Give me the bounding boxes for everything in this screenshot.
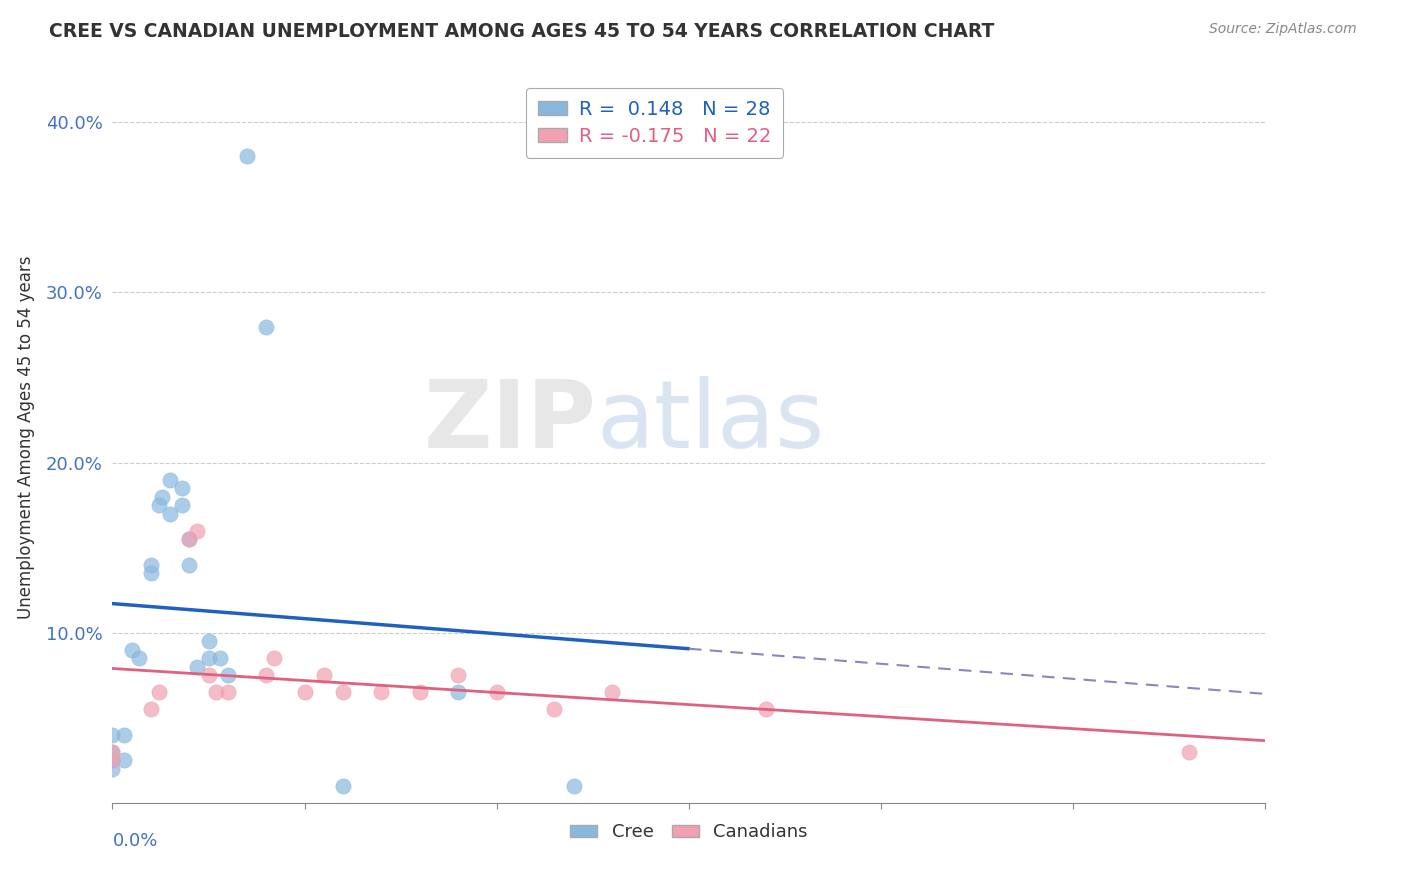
- Point: [409, 685, 432, 699]
- Point: [217, 685, 239, 699]
- Point: [148, 498, 170, 512]
- Point: [562, 779, 585, 793]
- Point: [179, 532, 201, 546]
- Point: [1177, 745, 1199, 759]
- Point: [179, 532, 201, 546]
- Point: [447, 685, 470, 699]
- Point: [332, 779, 354, 793]
- Text: ZIP: ZIP: [423, 376, 596, 468]
- Point: [447, 668, 470, 682]
- Point: [101, 762, 124, 776]
- Point: [139, 566, 162, 581]
- Point: [112, 728, 135, 742]
- Point: [294, 685, 316, 699]
- Point: [236, 149, 259, 163]
- Point: [254, 319, 277, 334]
- Y-axis label: Unemployment Among Ages 45 to 54 years: Unemployment Among Ages 45 to 54 years: [17, 255, 35, 619]
- Point: [101, 745, 124, 759]
- Point: [197, 634, 219, 648]
- Point: [197, 651, 219, 665]
- Point: [112, 753, 135, 767]
- Point: [600, 685, 623, 699]
- Point: [101, 745, 124, 759]
- Point: [101, 753, 124, 767]
- Point: [170, 481, 193, 495]
- Point: [139, 558, 162, 572]
- Legend: Cree, Canadians: Cree, Canadians: [562, 816, 815, 848]
- Point: [101, 753, 124, 767]
- Point: [543, 702, 565, 716]
- Point: [332, 685, 354, 699]
- Point: [755, 702, 778, 716]
- Point: [217, 668, 239, 682]
- Point: [254, 668, 277, 682]
- Point: [159, 473, 181, 487]
- Point: [209, 651, 232, 665]
- Text: Source: ZipAtlas.com: Source: ZipAtlas.com: [1209, 22, 1357, 37]
- Text: atlas: atlas: [596, 376, 825, 468]
- Point: [128, 651, 150, 665]
- Point: [159, 507, 181, 521]
- Point: [179, 558, 201, 572]
- Point: [485, 685, 508, 699]
- Point: [263, 651, 285, 665]
- Point: [101, 728, 124, 742]
- Point: [139, 702, 162, 716]
- Point: [370, 685, 392, 699]
- Point: [312, 668, 335, 682]
- Text: CREE VS CANADIAN UNEMPLOYMENT AMONG AGES 45 TO 54 YEARS CORRELATION CHART: CREE VS CANADIAN UNEMPLOYMENT AMONG AGES…: [49, 22, 994, 41]
- Point: [186, 524, 208, 538]
- Point: [197, 668, 219, 682]
- Point: [186, 659, 208, 673]
- Point: [205, 685, 228, 699]
- Point: [152, 490, 174, 504]
- Text: 0.0%: 0.0%: [112, 832, 157, 850]
- Point: [148, 685, 170, 699]
- Point: [121, 642, 143, 657]
- Point: [170, 498, 193, 512]
